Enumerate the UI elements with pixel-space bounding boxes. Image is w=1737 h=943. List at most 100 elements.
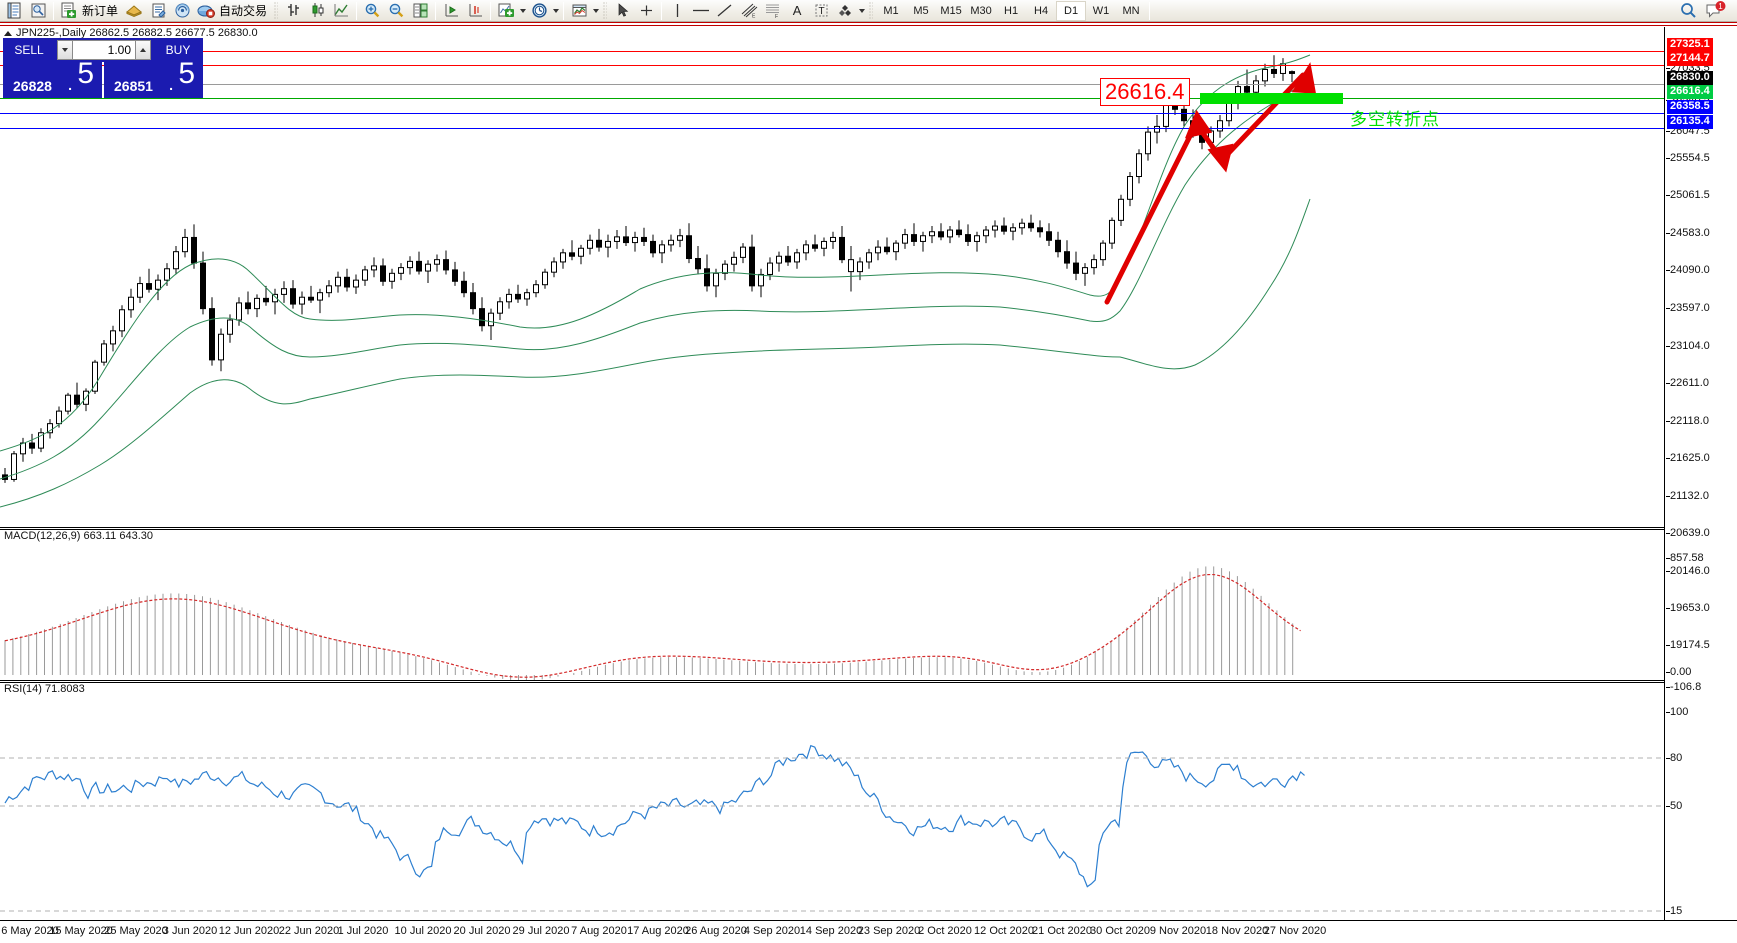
data-window-icon[interactable]	[26, 1, 50, 21]
candle-body	[1244, 86, 1250, 93]
price-tag-26830.0[interactable]: 26830.0	[1667, 71, 1713, 85]
timeframe-mn[interactable]: MN	[1122, 4, 1140, 17]
search-icon[interactable]	[1675, 1, 1701, 21]
candle-body	[1118, 198, 1124, 221]
candle-body	[1163, 103, 1169, 127]
period-dropdown-arrow[interactable]	[551, 1, 560, 21]
time-label-16: 2 Oct 2020	[918, 925, 972, 937]
candle-body	[1136, 153, 1142, 178]
text-label-icon[interactable]: T	[809, 1, 833, 21]
candle-body	[317, 292, 323, 301]
time-label-11: 17 Aug 2020	[627, 925, 689, 937]
templates-icon[interactable]	[567, 1, 591, 21]
price-annotation-box[interactable]: 26616.4	[1100, 78, 1190, 106]
shapes-icon[interactable]	[833, 1, 857, 21]
bar-chart-icon[interactable]	[281, 1, 305, 21]
metaeditor-icon[interactable]	[146, 1, 170, 21]
cursor-icon[interactable]	[610, 1, 634, 21]
candle-body	[1100, 242, 1106, 261]
price-scale[interactable]: 27033.526540.526047.525554.525061.524583…	[1665, 27, 1737, 939]
autotrading-label[interactable]: 自动交易	[219, 4, 268, 18]
time-scale[interactable]: 6 May 2020 15 May 2020 25 May 2020 3 Jun 20…	[0, 920, 1737, 943]
expert-advisors-icon[interactable]	[122, 1, 146, 21]
shapes-dropdown-arrow[interactable]	[857, 1, 866, 21]
macd-tick-1: 0.00	[1666, 666, 1691, 678]
one-click-trade-panel[interactable]: SELL 1.00 BUY 26828 . 5 26851 . 5	[3, 38, 203, 100]
toolbar-grip-3[interactable]	[869, 1, 874, 20]
zoom-in-icon[interactable]	[360, 1, 384, 21]
candle-body	[74, 394, 80, 405]
candle-body	[281, 288, 287, 295]
timeframe-m30[interactable]: M30	[970, 4, 992, 17]
timeframe-d1[interactable]: D1	[1056, 0, 1087, 21]
candlestick-chart-icon[interactable]	[305, 1, 329, 21]
timeframe-m5[interactable]: M5	[913, 4, 929, 17]
sell-button[interactable]: SELL	[3, 38, 55, 62]
time-label-14: 14 Sep 2020	[799, 925, 863, 937]
fibonacci-retracement-icon[interactable]: F	[761, 1, 785, 21]
candle-body	[1001, 225, 1007, 232]
sell-price-button[interactable]: 26828 . 5	[3, 57, 102, 98]
price-tag-26616.4[interactable]: 26616.4	[1667, 85, 1713, 99]
price-tick-9: 22611.0	[1666, 377, 1709, 389]
timeframe-h1[interactable]: H1	[1004, 4, 1019, 17]
vertical-line-icon[interactable]	[665, 1, 689, 21]
price-tag-26358.5[interactable]: 26358.5	[1667, 100, 1713, 114]
equidistant-channel-icon[interactable]: E	[737, 1, 761, 21]
rsi-line	[4, 744, 1305, 888]
zoom-out-icon[interactable]	[384, 1, 408, 21]
templates-dropdown-arrow[interactable]	[591, 1, 600, 21]
candle-body	[974, 235, 980, 242]
buy-price-button[interactable]: 26851 . 5	[104, 57, 203, 98]
tile-windows-icon[interactable]	[408, 1, 432, 21]
candle-body	[20, 442, 26, 455]
toolbar-divider-2	[356, 1, 358, 20]
collapse-triangle-icon[interactable]	[4, 30, 12, 36]
price-tick-10: 22118.0	[1666, 415, 1709, 427]
volume-dropdown-icon[interactable]	[57, 40, 73, 60]
price-tag-27144.7[interactable]: 27144.7	[1667, 52, 1713, 66]
auto-scroll-icon[interactable]	[463, 1, 487, 21]
candle-body	[569, 252, 575, 257]
toolbar-grip[interactable]	[274, 1, 279, 20]
text-icon[interactable]: A	[792, 3, 802, 18]
time-label-19: 30 Oct 2020	[1090, 925, 1150, 937]
timeframe-m15[interactable]: M15	[940, 4, 962, 17]
turning-point-annotation[interactable]: 多空转折点	[1350, 110, 1440, 130]
horizontal-line-icon[interactable]	[689, 1, 713, 21]
add-indicator-dropdown-arrow[interactable]	[518, 1, 527, 21]
line-chart-icon[interactable]	[329, 1, 353, 21]
autotrading-icon[interactable]	[194, 1, 218, 21]
candle-body	[668, 239, 674, 246]
toolbar-grip-2[interactable]	[603, 1, 608, 20]
timeframe-w1[interactable]: W1	[1092, 4, 1110, 17]
notifications-icon[interactable]: 1	[1701, 0, 1731, 21]
chart-shift-icon[interactable]	[439, 1, 463, 21]
price-tag-27325.1[interactable]: 27325.1	[1667, 38, 1713, 52]
toolbar-divider-6	[661, 1, 663, 20]
new-order-icon[interactable]	[57, 1, 81, 21]
add-indicator-icon[interactable]	[494, 1, 518, 21]
timeframe-m1[interactable]: M1	[883, 4, 899, 17]
crosshair-icon[interactable]	[634, 1, 658, 21]
signals-icon[interactable]	[170, 1, 194, 21]
candle-body	[749, 246, 755, 287]
volume-stepper-up-icon[interactable]	[135, 40, 151, 60]
timeframe-h4[interactable]: H4	[1034, 4, 1049, 17]
candle-body	[1019, 222, 1025, 229]
buy-button[interactable]: BUY	[153, 38, 203, 62]
candle-body	[2, 474, 8, 480]
candle-body	[101, 343, 107, 363]
price-tag-26135.4[interactable]: 26135.4	[1667, 115, 1713, 129]
terminal-icon[interactable]	[2, 1, 26, 21]
candle-body	[1082, 267, 1088, 274]
volume-control[interactable]: 1.00	[55, 38, 153, 62]
candle-body	[1028, 222, 1034, 229]
candle-body	[1046, 231, 1052, 241]
candle-body	[650, 240, 656, 254]
period-clock-icon[interactable]	[527, 1, 551, 21]
volume-input[interactable]: 1.00	[73, 40, 135, 60]
trendline-icon[interactable]	[713, 1, 737, 21]
chart-window[interactable]: JPN225-,Daily 26862.5 26882.5 26677.5 26…	[0, 27, 1737, 939]
new-order-label[interactable]: 新订单	[82, 4, 119, 18]
